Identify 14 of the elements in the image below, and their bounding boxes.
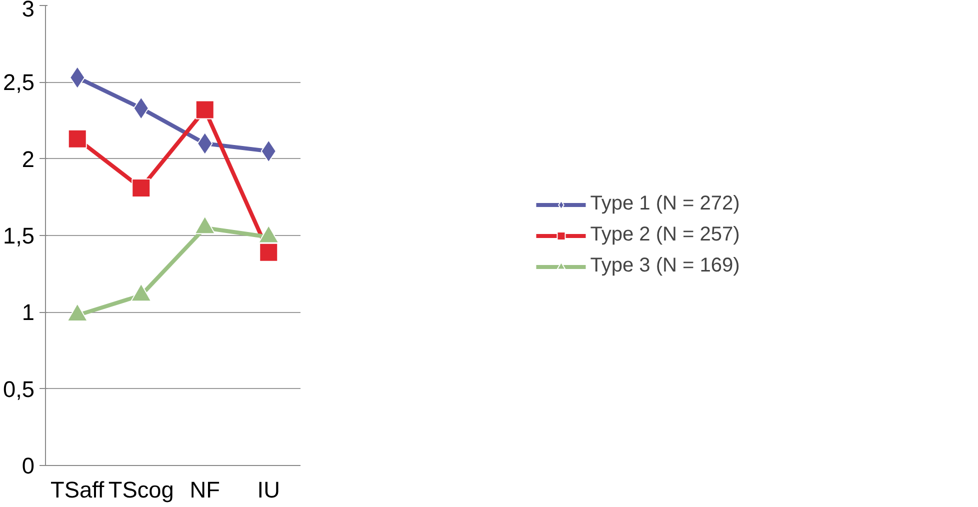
y-tick-label: 2,5 bbox=[3, 69, 35, 96]
x-tick-label: NF bbox=[190, 476, 220, 502]
legend-label: Type 1 (N = 272) bbox=[590, 192, 740, 216]
legend-label: Type 3 (N = 169) bbox=[590, 254, 740, 278]
y-tick-label: 3 bbox=[22, 0, 35, 22]
x-tick-label: IU bbox=[257, 476, 280, 502]
legend-label: Type 2 (N = 257) bbox=[590, 224, 740, 246]
y-tick-label: 1 bbox=[22, 299, 35, 326]
y-tick-label: 2 bbox=[22, 146, 35, 172]
y-tick-label: 1,5 bbox=[3, 222, 35, 248]
x-tick-label: TScog bbox=[108, 476, 174, 502]
x-tick-label: TSaff bbox=[50, 476, 105, 502]
y-tick-label: 0,5 bbox=[3, 376, 35, 402]
y-tick-label: 0 bbox=[22, 452, 35, 478]
